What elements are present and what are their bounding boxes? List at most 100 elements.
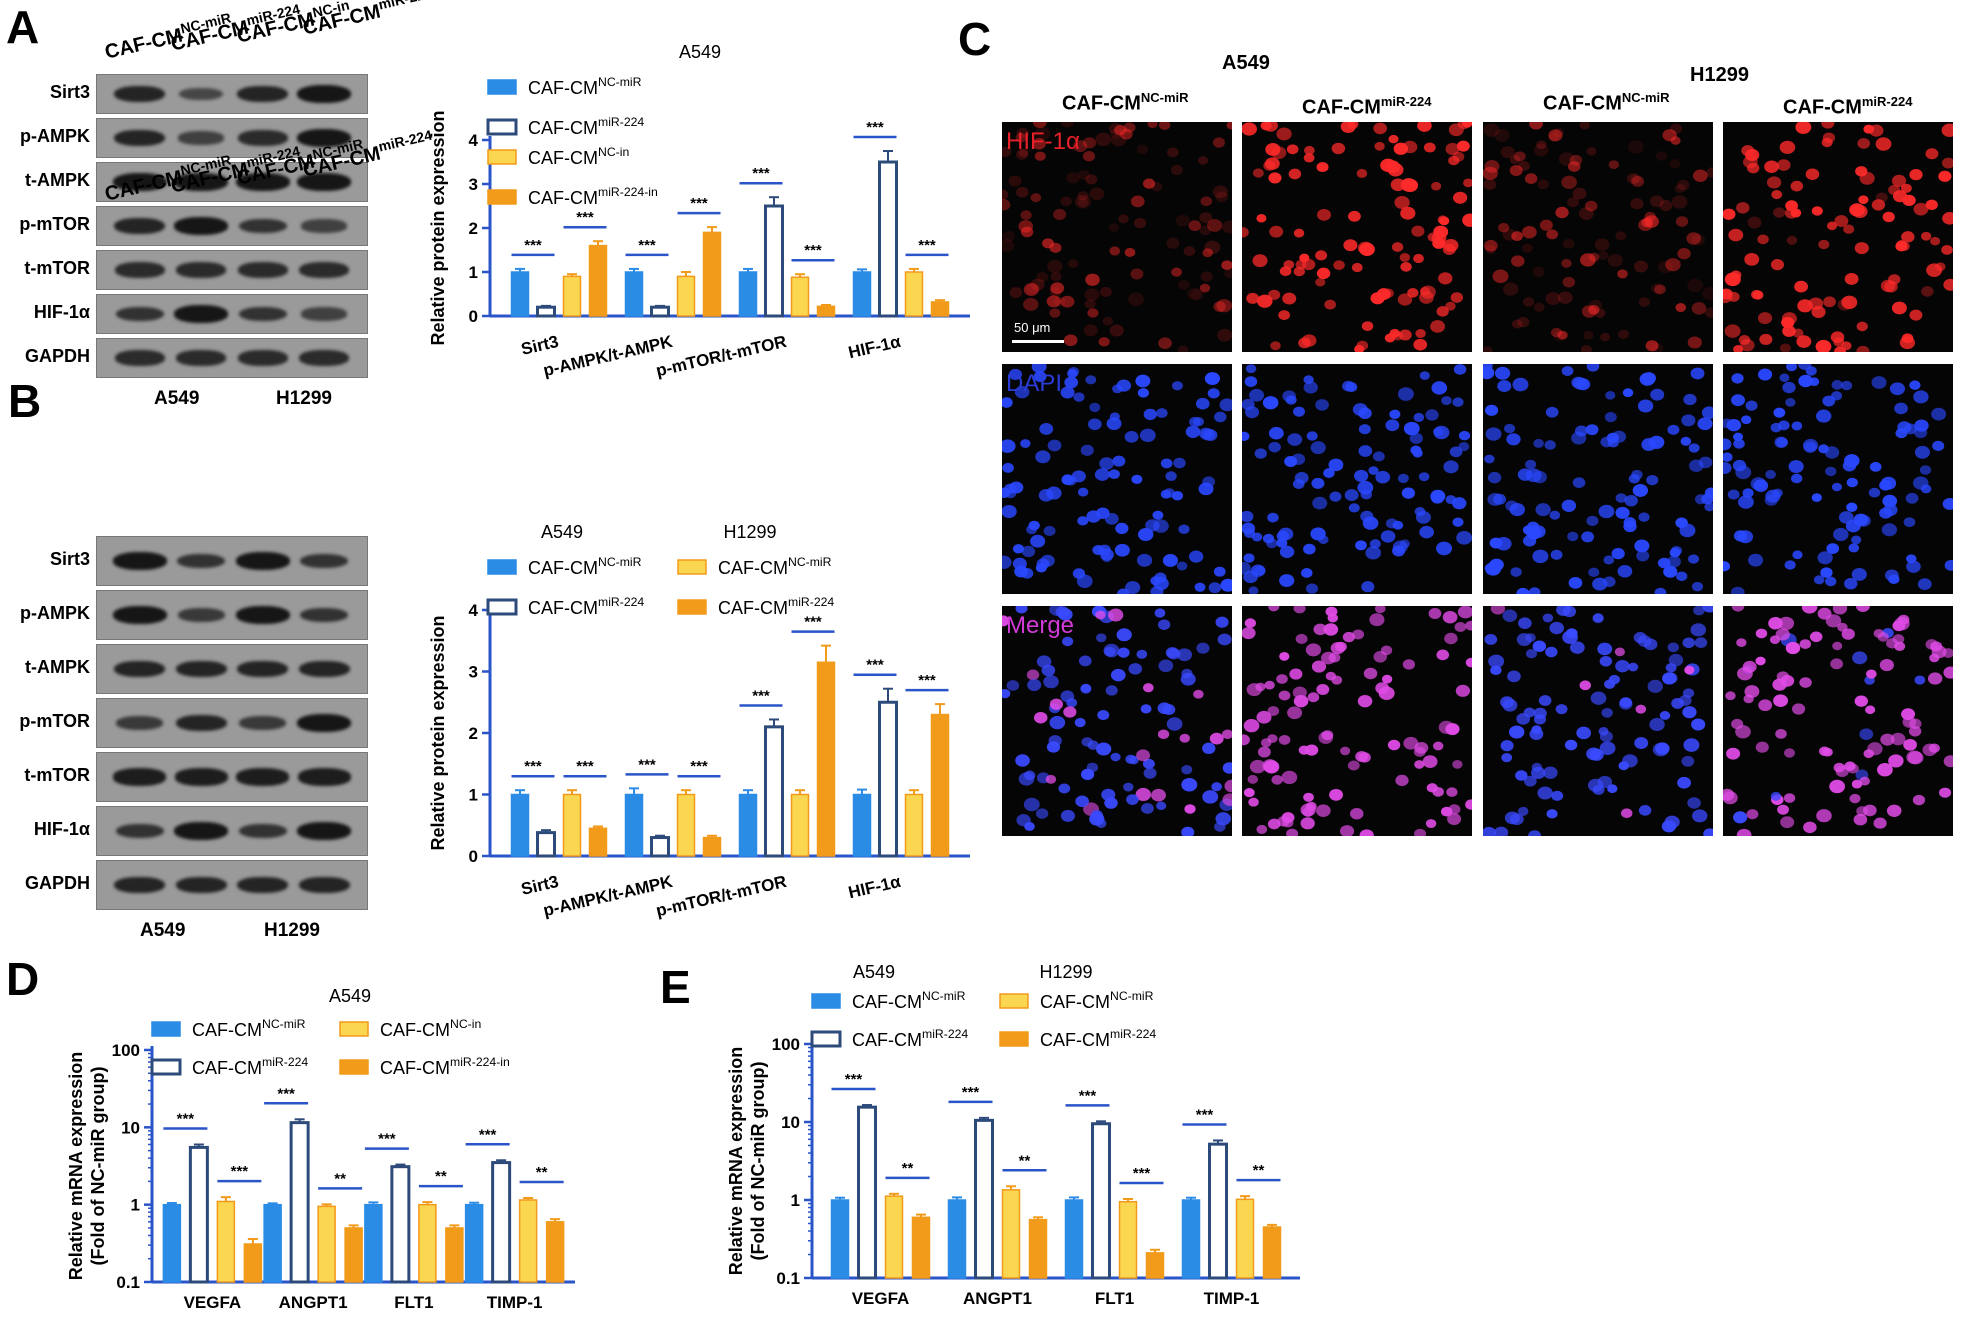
microscopy-cell-line-h1299: H1299 — [1690, 64, 1749, 86]
chart-b: 0 1 2 3 4 Relative protein expression Sirt3p-A… — [428, 522, 970, 921]
significance-label: *** — [231, 1163, 249, 1180]
legend-swatch — [677, 599, 707, 615]
significance-label: *** — [866, 657, 884, 674]
legend-label: CAF-CMmiR-224 — [528, 115, 644, 138]
significance-label: *** — [378, 1131, 396, 1148]
x-tick-label: ANGPT1 — [279, 1293, 348, 1312]
legend-group-label: A549 — [541, 522, 583, 542]
microscopy-nuclei — [1002, 122, 1232, 352]
blot-band — [112, 173, 167, 191]
bar — [1145, 1252, 1165, 1279]
blot-band — [238, 218, 287, 234]
legend-swatch — [677, 559, 707, 575]
blot-band — [299, 262, 350, 278]
legend-label: CAF-CMNC-in — [528, 145, 629, 168]
significance-label: *** — [1133, 1165, 1151, 1182]
bar — [562, 275, 582, 317]
bar — [852, 793, 872, 857]
legend-swatch — [487, 79, 517, 95]
panel-letter-d: D — [6, 953, 40, 1005]
significance-label: *** — [845, 1071, 863, 1088]
bar — [510, 271, 530, 317]
bar — [947, 1199, 967, 1279]
bar — [764, 725, 784, 858]
blot-band — [237, 876, 289, 894]
blot-band — [179, 87, 224, 101]
microscopy-column-header: CAF-CMmiR-224 — [1783, 94, 1913, 119]
microscopy-nuclei — [1723, 122, 1953, 352]
y-tick-label: 2 — [469, 724, 478, 743]
blot-cell-line-label: A549 — [154, 388, 200, 409]
legend-swatch — [487, 559, 517, 575]
legend-label: CAF-CMmiR-224 — [1040, 1027, 1156, 1050]
legend-label: CAF-CMNC-miR — [528, 75, 642, 98]
blot-row-label: p-mTOR — [19, 711, 90, 731]
bar — [1028, 1218, 1048, 1279]
x-tick-label: p-AMPK/t-AMPK — [541, 332, 675, 380]
significance-label: *** — [918, 237, 936, 254]
x-tick-label: HIF-1α — [847, 872, 903, 903]
blot-cell-line-label: H1299 — [276, 388, 332, 409]
bar — [162, 1203, 182, 1283]
microscopy-row-label: Merge — [1006, 612, 1075, 639]
blot-band — [298, 660, 350, 678]
legend-label: CAF-CMNC-miR — [852, 989, 966, 1012]
y-tick-label: 10 — [121, 1118, 140, 1137]
significance-label: ** — [334, 1170, 346, 1187]
bar — [1208, 1142, 1228, 1280]
panel-letter-c: C — [958, 13, 992, 65]
microscopy-nuclei — [1723, 364, 1953, 594]
significance-label: *** — [752, 687, 770, 704]
microscopy-tile-hif-1α — [1242, 122, 1472, 352]
significance-label: *** — [1079, 1087, 1097, 1104]
blot-band — [237, 660, 289, 678]
significance-label: *** — [804, 242, 822, 259]
bar — [289, 1121, 310, 1284]
bar — [536, 831, 556, 858]
blot-row-label: Sirt3 — [49, 549, 90, 569]
blot-row-label: GAPDH — [24, 346, 90, 366]
blot-band — [297, 822, 352, 840]
significance-label: ** — [1019, 1152, 1031, 1169]
blot-band — [177, 608, 225, 622]
bar — [263, 1203, 282, 1283]
microscopy-nuclei — [1002, 364, 1232, 594]
x-tick-label: FLT1 — [1095, 1289, 1134, 1308]
bar — [536, 305, 556, 318]
bar — [1262, 1226, 1282, 1279]
chart-title: A549 — [329, 986, 371, 1006]
significance-label: *** — [638, 756, 656, 773]
blot-band — [114, 660, 166, 678]
blot-band — [178, 131, 225, 145]
blot-band — [235, 173, 290, 191]
blot-band — [113, 768, 167, 786]
blot-strip — [96, 752, 368, 802]
significance-label: *** — [177, 1110, 195, 1127]
blot-strip — [96, 806, 368, 856]
blot-band — [237, 350, 288, 366]
legend-label: CAF-CMmiR-224 — [852, 1027, 968, 1050]
bar — [216, 1200, 236, 1283]
blot-band — [298, 876, 350, 894]
blot-band — [114, 129, 166, 147]
bar — [930, 301, 950, 317]
bar — [857, 1105, 877, 1280]
significance-label: *** — [1196, 1106, 1214, 1123]
bar — [562, 793, 582, 857]
significance-label: ** — [1253, 1162, 1265, 1179]
bar — [676, 275, 696, 317]
x-tick-label: VEGFA — [184, 1293, 242, 1312]
significance-label: *** — [918, 672, 936, 689]
bar — [764, 204, 784, 318]
bar — [904, 793, 924, 857]
blot-band — [114, 85, 166, 103]
bar — [1181, 1199, 1201, 1279]
legend-label: CAF-CMNC-miR — [1040, 989, 1154, 1012]
microscopy-cell-line-a549: A549 — [1222, 52, 1270, 74]
bar — [702, 836, 722, 857]
bar — [852, 271, 872, 317]
blot-cell-line-label: H1299 — [264, 920, 320, 941]
bar — [464, 1203, 484, 1283]
x-tick-label: p-mTOR/t-mTOR — [654, 872, 788, 921]
legend-swatch — [487, 189, 517, 205]
